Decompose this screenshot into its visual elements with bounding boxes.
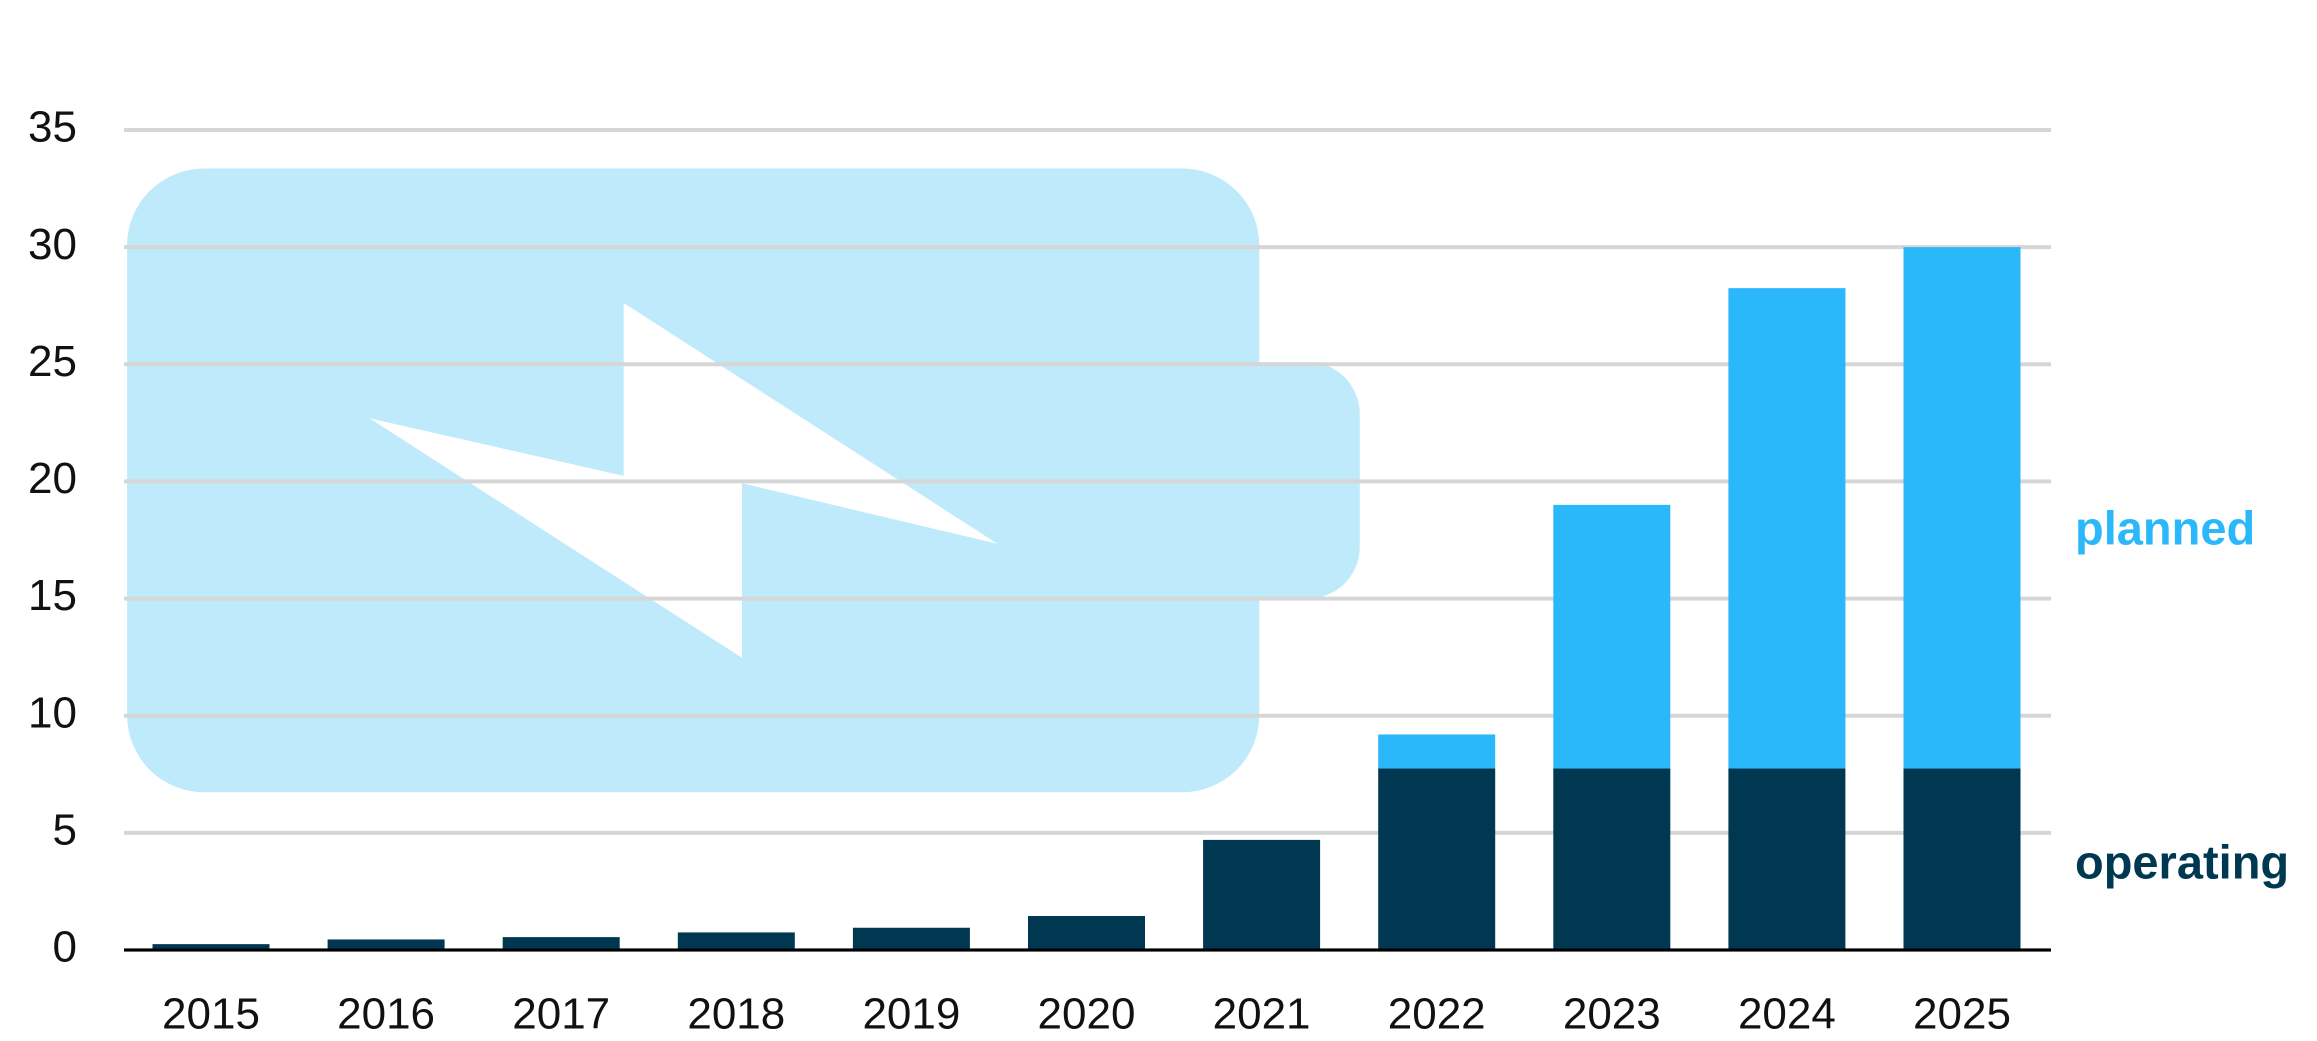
- y-tick-label: 15: [28, 571, 77, 620]
- bar-segment: [852, 927, 970, 950]
- bar-segment: [1728, 768, 1846, 950]
- bar-segment: [502, 937, 620, 950]
- y-tick-label: 5: [53, 805, 77, 854]
- bar-segment: [1378, 734, 1496, 769]
- x-tick-label: 2017: [512, 990, 610, 1036]
- bar-segment: [1903, 768, 2021, 950]
- legend-label: operating: [2075, 835, 2289, 888]
- bar-segment: [152, 944, 270, 950]
- x-tick-label: 2024: [1738, 990, 1836, 1036]
- x-tick-label: 2015: [162, 990, 260, 1036]
- y-tick-label: 25: [28, 337, 77, 386]
- bar-segment: [1553, 768, 1671, 950]
- y-tick-label: 30: [28, 220, 77, 269]
- x-tick-label: 2025: [1913, 990, 2011, 1036]
- x-tick-label: 2018: [687, 990, 785, 1036]
- legend-label: planned: [2075, 501, 2255, 554]
- bar-segment: [1378, 768, 1496, 950]
- bar-segment: [1553, 504, 1671, 769]
- y-tick-label: 10: [28, 688, 77, 737]
- y-tick-label: 0: [53, 923, 77, 972]
- x-tick-label: 2023: [1563, 990, 1661, 1036]
- bar-segment: [1028, 916, 1145, 950]
- bar-segment: [1903, 247, 2021, 769]
- bar-segment: [677, 932, 795, 950]
- bar-segment: [327, 939, 445, 950]
- bar-segment: [1728, 288, 1846, 769]
- y-tick-label: 20: [28, 454, 77, 503]
- bar-segment: [1203, 839, 1321, 950]
- x-tick-label: 2022: [1388, 990, 1486, 1036]
- y-tick-label: 35: [28, 103, 77, 152]
- x-tick-label: 2021: [1213, 990, 1311, 1036]
- x-tick-label: 2016: [337, 990, 435, 1036]
- x-tick-label: 2020: [1038, 990, 1136, 1036]
- x-tick-label: 2019: [862, 990, 960, 1036]
